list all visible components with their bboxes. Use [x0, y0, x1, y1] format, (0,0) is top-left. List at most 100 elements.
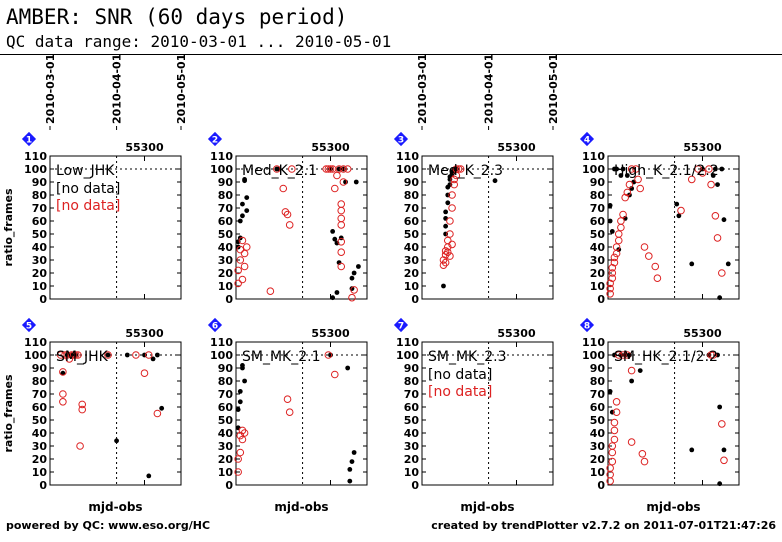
- data-point-red: [234, 468, 242, 476]
- panel-label: SM_MK_2.3: [428, 349, 507, 365]
- data-point-red: [713, 234, 722, 242]
- y-tick-label: 60: [32, 215, 48, 228]
- panel-label: SM_MK_2.1: [242, 349, 321, 365]
- panel-badge: [393, 317, 409, 333]
- data-point-red: [104, 351, 112, 359]
- data-point-red: [337, 248, 346, 256]
- data-point-red: [266, 287, 275, 296]
- y-tick-label: 20: [218, 453, 234, 466]
- panel-badge-number: 2: [212, 136, 218, 146]
- data-point-red: [285, 221, 294, 229]
- data-point-red: [606, 290, 614, 298]
- data-point-red: [448, 240, 456, 249]
- y-tick-label: 0: [411, 293, 419, 306]
- data-point-red: [625, 180, 634, 189]
- data-point-red: [608, 457, 617, 466]
- y-tick-label: 50: [590, 414, 606, 427]
- y-tick-label: 70: [590, 202, 606, 215]
- y-tick-label: 20: [32, 453, 48, 466]
- data-point-black: [607, 389, 613, 394]
- y-tick-label: 110: [24, 336, 47, 349]
- data-point-black: [150, 356, 156, 362]
- panel-badge: [579, 131, 595, 147]
- data-point-red: [456, 165, 465, 173]
- date-tick-label: 2010-03-01: [44, 54, 57, 124]
- y-tick-label: 100: [24, 349, 47, 362]
- data-point-black: [725, 261, 731, 267]
- date-tick-label: 2010-04-01: [111, 54, 124, 124]
- data-point-black: [114, 438, 119, 444]
- data-point-red: [638, 450, 647, 458]
- y-tick-label: 60: [404, 215, 420, 228]
- y-tick-label: 20: [590, 267, 606, 280]
- y-tick-label: 60: [218, 401, 234, 414]
- data-point-red: [326, 165, 335, 173]
- data-point-black: [237, 399, 243, 405]
- data-point-red: [339, 165, 348, 173]
- y-tick-label: 110: [24, 150, 47, 163]
- data-point-red: [614, 230, 623, 238]
- data-point-red: [140, 369, 149, 378]
- y-tick-label: 70: [404, 202, 420, 215]
- data-point-red: [288, 165, 296, 173]
- data-point-red: [337, 262, 346, 271]
- panel-frame: [49, 155, 182, 300]
- data-point-red: [632, 165, 640, 173]
- data-point-red: [333, 171, 341, 180]
- data-point-red: [452, 165, 461, 173]
- data-point-black: [336, 260, 342, 265]
- data-point-red: [283, 395, 292, 404]
- data-point-red: [621, 193, 629, 202]
- data-point-black: [353, 179, 359, 185]
- data-point-red: [238, 275, 247, 284]
- data-point-black: [242, 178, 247, 184]
- y-tick-label: 10: [32, 466, 48, 479]
- data-point-red: [448, 204, 456, 212]
- panel-label: Med_K_2.1: [242, 163, 317, 179]
- data-point-red: [78, 400, 87, 409]
- data-point-red: [337, 238, 346, 246]
- y-tick-label: 110: [396, 150, 419, 163]
- data-point-black: [330, 295, 336, 301]
- data-point-red: [240, 262, 249, 271]
- data-point-black: [159, 405, 165, 411]
- data-point-red: [330, 184, 339, 193]
- y-tick-label: 20: [590, 453, 606, 466]
- y-tick-label: 50: [218, 414, 234, 427]
- data-point-red: [677, 206, 685, 215]
- data-point-red: [707, 351, 715, 359]
- data-point-black: [351, 450, 357, 455]
- data-point-red: [446, 217, 454, 225]
- y-tick-label: 90: [32, 176, 48, 189]
- data-point-red: [65, 355, 74, 363]
- data-point-red: [687, 175, 696, 184]
- data-point-red: [634, 175, 642, 184]
- data-point-red: [617, 223, 625, 232]
- data-point-black: [719, 166, 725, 172]
- y-tick-label: 10: [590, 280, 606, 293]
- y-tick-label: 40: [404, 241, 420, 254]
- y-tick-label: 30: [218, 440, 234, 453]
- no-data-note: [no data]: [56, 181, 120, 197]
- data-point-red: [71, 351, 80, 359]
- data-point-black: [443, 209, 449, 215]
- y-tick-label: 50: [218, 228, 234, 241]
- data-point-black: [124, 352, 130, 358]
- y-tick-label: 30: [590, 254, 606, 267]
- y-tick-label: 110: [210, 150, 233, 163]
- y-tick-label: 110: [582, 336, 605, 349]
- panel-frame: [421, 341, 554, 486]
- panel-badge-number: 7: [398, 322, 404, 332]
- y-tick-label: 10: [32, 280, 48, 293]
- y-tick-label: 90: [590, 176, 606, 189]
- data-point-black: [146, 473, 152, 479]
- data-point-red: [234, 279, 242, 288]
- data-point-red: [705, 165, 713, 173]
- data-point-red: [610, 253, 619, 262]
- y-tick-label: 70: [32, 388, 48, 401]
- data-point-black: [637, 368, 643, 373]
- data-point-black: [240, 213, 245, 219]
- panel-badge-number: 5: [26, 322, 32, 332]
- data-point-red: [236, 448, 245, 457]
- data-point-red: [236, 256, 245, 264]
